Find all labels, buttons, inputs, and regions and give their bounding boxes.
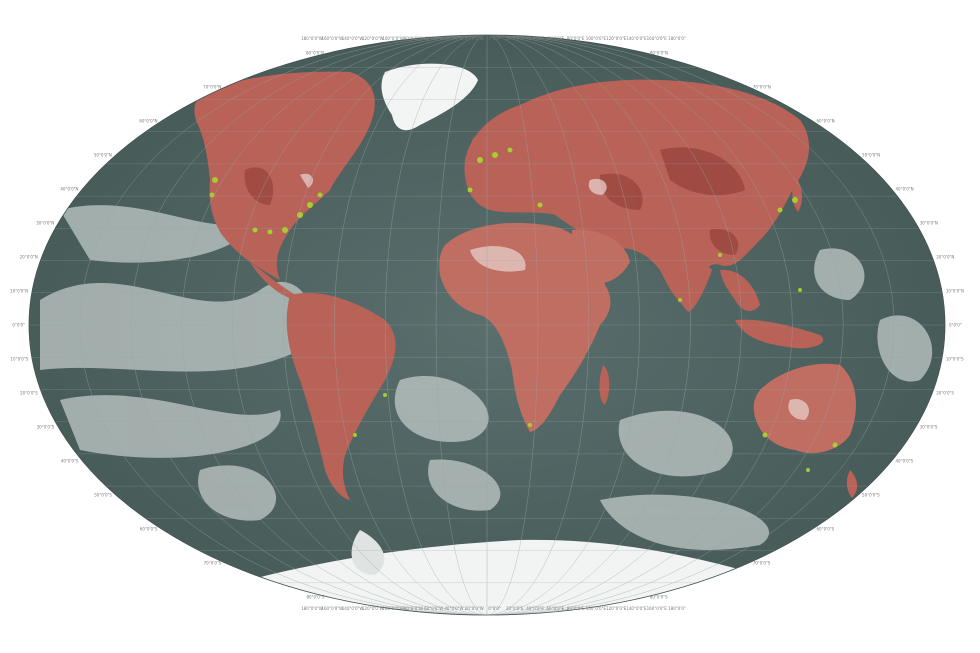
latitude-label: 20°0'0"S	[20, 391, 38, 396]
longitude-label: 100°0'0"W	[382, 36, 404, 41]
latitude-label: 70°0'0"N	[203, 85, 221, 90]
longitude-label: 160°0'0"E	[647, 606, 668, 611]
longitude-label: 20°0'0"E	[506, 606, 524, 611]
latitude-label: 50°0'0"S	[94, 493, 112, 498]
latitude-label: 10°0'0"N	[946, 289, 964, 294]
longitude-label: 180°0'0"W	[301, 36, 323, 41]
latitude-label: 10°0'0"N	[10, 289, 28, 294]
right-latitude-labels: 80°0'0"N 70°0'0"N 60°0'0"N 50°0'0"N 40°0'0"N…	[650, 51, 964, 600]
latitude-label: 60°0'0"N	[139, 119, 157, 124]
longitude-label: 160°0'0"W	[321, 36, 343, 41]
longitude-label: 0°0'0"	[488, 36, 501, 41]
longitude-label: 60°0'0"W	[424, 606, 443, 611]
longitude-label: 20°0'0"W	[465, 36, 484, 41]
latitude-label: 10°0'0"S	[10, 357, 28, 362]
latitude-label: 60°0'0"N	[817, 119, 835, 124]
longitude-label: 140°0'0"E	[626, 36, 647, 41]
longitude-label: 60°0'0"W	[424, 36, 443, 41]
longitude-label: 140°0'0"E	[626, 606, 647, 611]
latitude-label: 70°0'0"S	[204, 561, 222, 566]
longitude-label: 0°0'0"	[488, 606, 501, 611]
southeast-asia	[720, 269, 760, 312]
latitude-label: 20°0'0"S	[936, 391, 954, 396]
latitude-label: 40°0'0"S	[61, 459, 79, 464]
longitude-label: 120°0'0"E	[606, 36, 627, 41]
latitude-label: 0°0'0"	[949, 323, 962, 328]
latitude-label: 10°0'0"S	[946, 357, 964, 362]
longitude-label: 120°0'0"W	[362, 36, 384, 41]
longitude-label: 80°0'0"W	[404, 606, 423, 611]
latitude-label: 40°0'0"N	[60, 187, 78, 192]
latitude-label: 30°0'0"N	[36, 221, 54, 226]
desert-patches	[300, 173, 810, 420]
longitude-label: 180°0'0"W	[301, 606, 323, 611]
longitude-label: 60°0'0"E	[547, 606, 565, 611]
latitude-label: 50°0'0"N	[862, 153, 880, 158]
latitude-label: 0°0'0"	[12, 323, 25, 328]
british-isles	[472, 135, 486, 157]
longitude-label: 140°0'0"W	[342, 606, 364, 611]
bottom-longitude-labels: 180°0'0"W160°0'0"W140°0'0"W120°0'0"W100°…	[301, 606, 686, 611]
latitude-label: 80°0'0"N	[650, 51, 668, 56]
longitude-label: 60°0'0"E	[547, 36, 565, 41]
latitude-label: 50°0'0"S	[862, 493, 880, 498]
latitude-label: 70°0'0"S	[753, 561, 771, 566]
longitude-label: 100°0'0"W	[382, 606, 404, 611]
longitude-label: 80°0'0"W	[404, 36, 423, 41]
cloud-cover	[40, 205, 933, 550]
longitude-label: 40°0'0"E	[526, 606, 544, 611]
graticule	[29, 35, 945, 615]
antarctica-ice-shelf	[351, 530, 385, 575]
land-relief	[244, 147, 745, 255]
latitude-label: 70°0'0"N	[753, 85, 771, 90]
latitude-label: 20°0'0"N	[936, 255, 954, 260]
longitude-label: 160°0'0"E	[647, 36, 668, 41]
longitude-label: 80°0'0"E	[567, 606, 585, 611]
madagascar	[599, 365, 610, 405]
longitude-label: 100°0'0"E	[586, 606, 607, 611]
latitude-label: 80°0'0"S	[650, 595, 668, 600]
globe-outline	[28, 34, 946, 616]
longitude-label: 40°0'0"W	[444, 606, 463, 611]
indonesia	[735, 319, 824, 349]
longitude-label: 20°0'0"E	[506, 36, 524, 41]
latitude-label: 80°0'0"N	[306, 51, 324, 56]
longitude-label: 180°0'0"	[668, 36, 686, 41]
longitude-label: 80°0'0"E	[567, 36, 585, 41]
latitude-label: 30°0'0"S	[920, 425, 938, 430]
latitude-label: 30°0'0"S	[37, 425, 55, 430]
longitude-label: 100°0'0"E	[586, 36, 607, 41]
latitude-label: 40°0'0"S	[896, 459, 914, 464]
longitude-label: 120°0'0"E	[606, 606, 627, 611]
latitude-label: 50°0'0"N	[94, 153, 112, 158]
latitude-label: 20°0'0"N	[20, 255, 38, 260]
latitude-label: 80°0'0"S	[306, 595, 324, 600]
longitude-label: 140°0'0"W	[342, 36, 364, 41]
longitude-label: 160°0'0"W	[321, 606, 343, 611]
longitude-label: 40°0'0"W	[444, 36, 463, 41]
latitude-label: 30°0'0"N	[920, 221, 938, 226]
new-zealand	[846, 470, 858, 498]
coastal-highlights	[209, 147, 838, 472]
longitude-label: 120°0'0"W	[362, 606, 384, 611]
indian-subcontinent	[655, 253, 712, 312]
south-america	[286, 292, 396, 500]
longitude-label: 20°0'0"W	[465, 606, 484, 611]
greenland	[381, 63, 478, 131]
top-longitude-labels: 180°0'0"W160°0'0"W140°0'0"W120°0'0"W100°…	[301, 36, 686, 41]
left-latitude-labels: 80°0'0"N 70°0'0"N 60°0'0"N 50°0'0"N 40°0'0"N…	[10, 51, 325, 600]
longitude-label: 180°0'0"	[668, 606, 686, 611]
scandinavia	[500, 98, 546, 148]
latitude-label: 60°0'0"S	[140, 527, 158, 532]
longitude-label: 40°0'0"E	[526, 36, 544, 41]
latitude-label: 60°0'0"S	[817, 527, 835, 532]
north-america	[194, 71, 375, 280]
africa	[439, 222, 611, 432]
latitude-label: 40°0'0"N	[896, 187, 914, 192]
